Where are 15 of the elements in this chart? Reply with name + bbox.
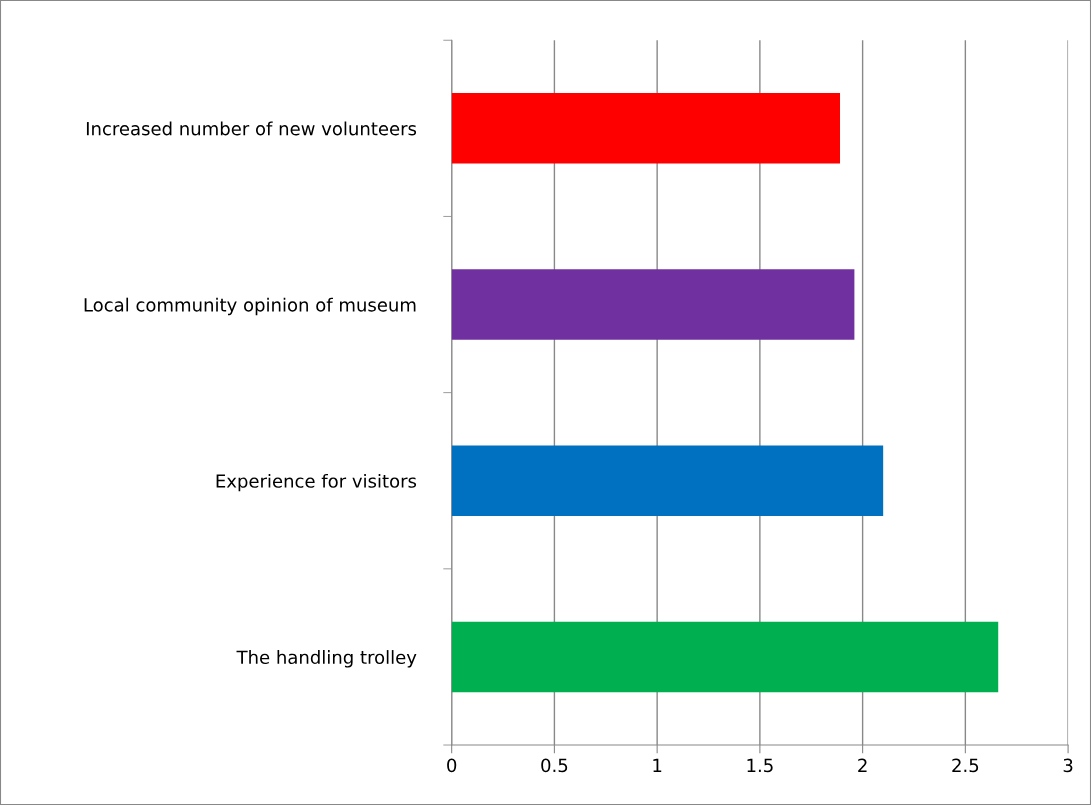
x-tick-label: 0 [447,758,457,773]
bar [451,93,841,164]
y-tick-label: Local community opinion of museum [84,297,416,316]
x-tick-label: 1 [653,758,662,772]
x-tick-label: 2 [858,758,867,772]
x-tick-label: 0.5 [541,758,568,773]
x-tick-label: 3 [1063,758,1073,773]
y-tick-label: The handling trolley [236,650,417,668]
y-tick-label: Increased number of new volunteers [86,121,417,136]
x-tick-label: 1.5 [747,758,773,773]
bar [451,269,855,340]
x-tick-label: 2.5 [952,758,979,773]
y-tick-label: Experience for visitors [216,473,417,492]
bar [451,445,884,516]
bar [451,621,999,693]
